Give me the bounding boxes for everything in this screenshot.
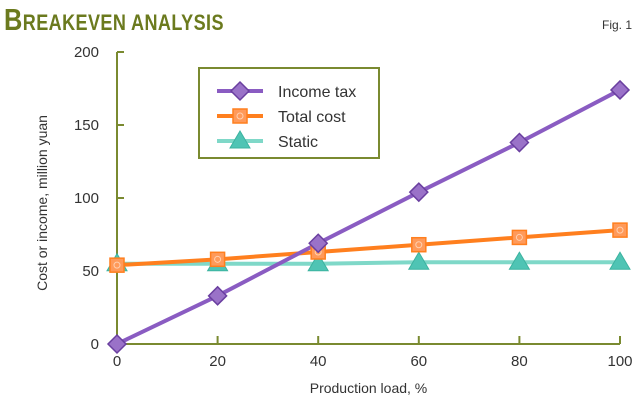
- square-marker-dot: [214, 255, 222, 263]
- diamond-marker: [106, 333, 128, 355]
- title-initial: B: [4, 2, 23, 37]
- y-tick-label: 100: [74, 190, 99, 207]
- square-marker: [411, 236, 427, 253]
- square-marker: [511, 229, 528, 246]
- diamond-marker: [308, 233, 329, 254]
- legend-square-icon-dot: [236, 112, 244, 120]
- square-marker-dot: [515, 233, 523, 241]
- y-tick-label: 50: [82, 263, 99, 280]
- legend-label: Total cost: [278, 109, 346, 126]
- x-tick-label: 20: [209, 353, 226, 370]
- chart-title: BREAKEVEN ANALYSIS: [4, 2, 224, 38]
- y-axis-label: Cost or income, million yuan: [34, 115, 50, 291]
- figure-number: Fig. 1: [601, 18, 632, 32]
- legend-triangle-icon: [229, 130, 251, 149]
- square-marker-dot: [415, 241, 423, 249]
- square-marker-dot: [616, 226, 624, 234]
- diamond-marker: [609, 79, 631, 101]
- y-tick-label: 150: [74, 117, 99, 134]
- diamond-marker: [509, 132, 530, 153]
- x-tick-label: 40: [310, 353, 327, 370]
- series-line-income-tax: [116, 88, 621, 346]
- legend-square-icon: [232, 108, 248, 124]
- x-axis-label: Production load, %: [310, 380, 428, 396]
- diamond-marker: [207, 285, 228, 306]
- legend-label: Static: [278, 134, 318, 151]
- x-tick-label: 80: [511, 353, 528, 370]
- x-tick-label: 0: [113, 353, 121, 370]
- x-tick-label: 60: [410, 353, 427, 370]
- triangle-marker: [609, 251, 631, 270]
- triangle-marker: [508, 251, 531, 270]
- triangle-marker: [307, 252, 330, 272]
- square-marker: [109, 257, 125, 273]
- y-tick-label: 200: [74, 44, 99, 61]
- legend-diamond-icon: [229, 80, 251, 102]
- title-rest: REAKEVEN ANALYSIS: [22, 10, 224, 35]
- legend-label: Income tax: [278, 84, 356, 101]
- square-marker: [612, 222, 628, 238]
- y-tick-label: 0: [91, 336, 99, 353]
- series-line-static: [117, 260, 620, 266]
- triangle-marker: [407, 251, 430, 270]
- square-marker-dot: [113, 261, 121, 269]
- diamond-marker: [408, 182, 429, 203]
- square-marker: [209, 251, 226, 268]
- series-line-total-cost: [116, 228, 621, 268]
- x-tick-label: 100: [607, 353, 632, 370]
